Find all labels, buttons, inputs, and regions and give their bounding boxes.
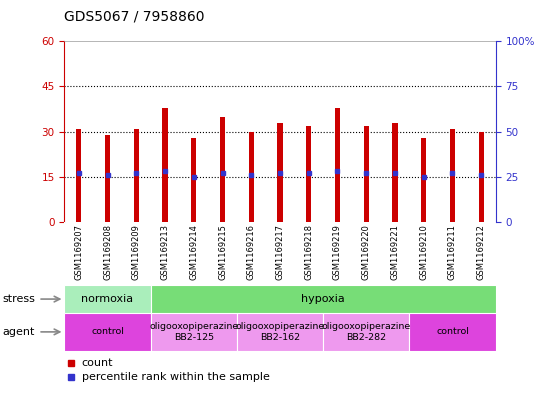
Text: GSM1169210: GSM1169210 <box>419 224 428 280</box>
Bar <box>191 138 197 222</box>
Bar <box>393 123 398 222</box>
Bar <box>421 138 426 222</box>
Bar <box>306 126 311 222</box>
Text: GSM1169211: GSM1169211 <box>448 224 457 280</box>
Text: GSM1169216: GSM1169216 <box>247 224 256 280</box>
Bar <box>450 129 455 222</box>
Bar <box>76 129 81 222</box>
Text: GSM1169214: GSM1169214 <box>189 224 198 280</box>
Bar <box>363 126 369 222</box>
Text: stress: stress <box>3 294 36 304</box>
Text: agent: agent <box>3 327 35 337</box>
Text: GSM1169220: GSM1169220 <box>362 224 371 280</box>
Bar <box>323 313 409 351</box>
Text: GSM1169217: GSM1169217 <box>276 224 284 280</box>
Bar <box>151 285 496 313</box>
Text: GSM1169209: GSM1169209 <box>132 224 141 280</box>
Bar <box>134 129 139 222</box>
Bar <box>64 285 151 313</box>
Text: GSM1169219: GSM1169219 <box>333 224 342 280</box>
Text: control: control <box>91 327 124 336</box>
Bar <box>64 313 151 351</box>
Bar <box>220 117 225 222</box>
Bar <box>105 135 110 222</box>
Text: control: control <box>436 327 469 336</box>
Text: count: count <box>82 358 113 368</box>
Text: GSM1169212: GSM1169212 <box>477 224 486 280</box>
Text: hypoxia: hypoxia <box>301 294 345 304</box>
Bar <box>249 132 254 222</box>
Bar <box>151 313 237 351</box>
Text: GSM1169218: GSM1169218 <box>304 224 313 280</box>
Bar <box>277 123 283 222</box>
Text: GDS5067 / 7958860: GDS5067 / 7958860 <box>64 10 205 24</box>
Text: GSM1169208: GSM1169208 <box>103 224 112 280</box>
Bar <box>237 313 323 351</box>
Bar <box>162 108 167 222</box>
Text: GSM1169221: GSM1169221 <box>390 224 399 280</box>
Bar <box>479 132 484 222</box>
Text: oligooxopiperazine
BB2-282: oligooxopiperazine BB2-282 <box>321 322 411 342</box>
Bar <box>335 108 340 222</box>
Text: oligooxopiperazine
BB2-125: oligooxopiperazine BB2-125 <box>149 322 239 342</box>
Text: GSM1169215: GSM1169215 <box>218 224 227 280</box>
Text: normoxia: normoxia <box>81 294 134 304</box>
Text: GSM1169213: GSM1169213 <box>161 224 170 280</box>
Text: GSM1169207: GSM1169207 <box>74 224 83 280</box>
Text: oligooxopiperazine
BB2-162: oligooxopiperazine BB2-162 <box>235 322 325 342</box>
Text: percentile rank within the sample: percentile rank within the sample <box>82 373 269 382</box>
Bar <box>409 313 496 351</box>
